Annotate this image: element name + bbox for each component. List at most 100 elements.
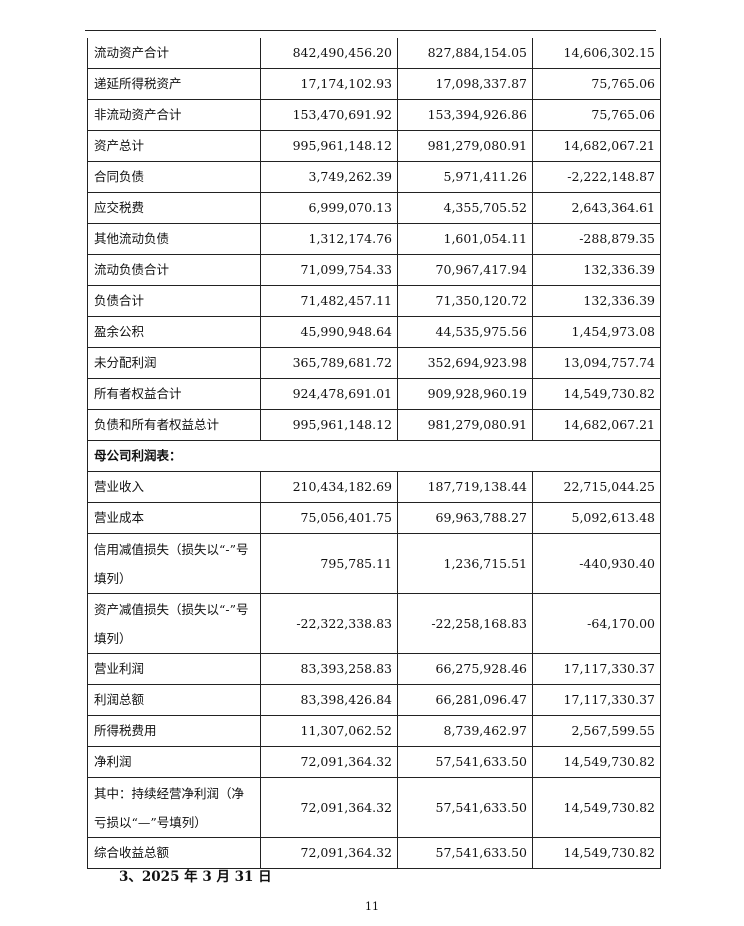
table-row: 营业成本 75,056,401.75 69,963,788.27 5,092,613.… [87,502,661,534]
financial-table: 流动资产合计 842,490,456.20 827,884,154.05 14,606… [87,38,661,869]
value-col-2: 187,719,138.44 [397,471,533,503]
row-label: 负债合计 [87,285,261,317]
value-col-2: 1,601,054.11 [397,223,533,255]
value-col-2: 66,281,096.47 [397,684,533,716]
value-col-3: 17,117,330.37 [532,653,661,685]
table-row: 所得税费用 11,307,062.52 8,739,462.97 2,567,599.… [87,715,661,747]
row-label: 流动资产合计 [87,38,261,69]
table-row: 流动负债合计 71,099,754.33 70,967,417.94 132,336.… [87,254,661,286]
value-col-2: 69,963,788.27 [397,502,533,534]
row-label: 利润总额 [87,684,261,716]
value-col-1: 45,990,948.64 [260,316,398,348]
value-col-3: 75,765.06 [532,68,661,100]
value-col-2: 71,350,120.72 [397,285,533,317]
table-row: 盈余公积 45,990,948.64 44,535,975.56 1,454,973.… [87,316,661,348]
table-row: 资产总计 995,961,148.12 981,279,080.91 14,682,0… [87,130,661,162]
row-label: 盈余公积 [87,316,261,348]
value-col-2: 70,967,417.94 [397,254,533,286]
income-section-title: 母公司利润表： [87,440,661,472]
value-col-2: 827,884,154.05 [397,38,533,69]
value-col-2: 5,971,411.26 [397,161,533,193]
row-label: 资产减值损失（损失以“-”号填列） [87,593,261,654]
row-label: 其他流动负债 [87,223,261,255]
value-col-3: 14,549,730.82 [532,777,661,838]
table-row: 综合收益总额 72,091,364.32 57,541,633.50 14,549,7… [87,837,661,869]
value-col-2: 44,535,975.56 [397,316,533,348]
balance-sheet-rows: 流动资产合计 842,490,456.20 827,884,154.05 14,606… [87,38,661,441]
value-col-1: 6,999,070.13 [260,192,398,224]
value-col-3: -288,879.35 [532,223,661,255]
table-row: 流动资产合计 842,490,456.20 827,884,154.05 14,606… [87,38,661,69]
row-label: 所得税费用 [87,715,261,747]
table-row: 递延所得税资产 17,174,102.93 17,098,337.87 75,765.… [87,68,661,100]
value-col-3: 75,765.06 [532,99,661,131]
row-label: 负债和所有者权益总计 [87,409,261,441]
value-col-1: 153,470,691.92 [260,99,398,131]
table-row: 未分配利润 365,789,681.72 352,694,923.98 13,094,… [87,347,661,379]
value-col-2: 153,394,926.86 [397,99,533,131]
row-label: 信用减值损失（损失以“-”号填列） [87,533,261,594]
value-col-2: 57,541,633.50 [397,746,533,778]
value-col-1: 72,091,364.32 [260,746,398,778]
value-col-1: 3,749,262.39 [260,161,398,193]
row-label: 非流动资产合计 [87,99,261,131]
value-col-3: 14,682,067.21 [532,130,661,162]
section-header-row: 母公司利润表： [87,440,661,472]
row-label: 资产总计 [87,130,261,162]
value-col-1: 995,961,148.12 [260,409,398,441]
value-col-2: -22,258,168.83 [397,593,533,654]
row-label: 递延所得税资产 [87,68,261,100]
row-label: 合同负债 [87,161,261,193]
value-col-3: 14,606,302.15 [532,38,661,69]
row-label: 营业利润 [87,653,261,685]
value-col-1: 365,789,681.72 [260,347,398,379]
value-col-1: 17,174,102.93 [260,68,398,100]
table-row: 其中：持续经营净利润（净亏损以“—”号填列） 72,091,364.32 57,54… [87,777,661,838]
table-row: 负债和所有者权益总计 995,961,148.12 981,279,080.91 14… [87,409,661,441]
value-col-1: 210,434,182.69 [260,471,398,503]
value-col-3: -2,222,148.87 [532,161,661,193]
row-label: 应交税费 [87,192,261,224]
value-col-3: 2,643,364.61 [532,192,661,224]
table-row: 应交税费 6,999,070.13 4,355,705.52 2,643,364.61 [87,192,661,224]
value-col-2: 8,739,462.97 [397,715,533,747]
table-row: 利润总额 83,398,426.84 66,281,096.47 17,117,330… [87,684,661,716]
header-rule [85,30,656,31]
value-col-3: 14,549,730.82 [532,746,661,778]
value-col-1: 795,785.11 [260,533,398,594]
value-col-1: 75,056,401.75 [260,502,398,534]
value-col-2: 981,279,080.91 [397,409,533,441]
row-label: 流动负债合计 [87,254,261,286]
value-col-1: 83,393,258.83 [260,653,398,685]
value-col-1: 995,961,148.12 [260,130,398,162]
value-col-1: 842,490,456.20 [260,38,398,69]
value-col-3: 17,117,330.37 [532,684,661,716]
table-row: 信用减值损失（损失以“-”号填列） 795,785.11 1,236,715.51-… [87,533,661,594]
section-subheading: 3、2025 年 3 月 31 日 [119,869,272,885]
table-row: 净利润 72,091,364.32 57,541,633.50 14,549,730.… [87,746,661,778]
value-col-1: 72,091,364.32 [260,777,398,838]
value-col-3: 14,549,730.82 [532,378,661,410]
table-row: 营业收入 210,434,182.69 187,719,138.44 22,715,0… [87,471,661,503]
table-row: 营业利润 83,393,258.83 66,275,928.46 17,117,330… [87,653,661,685]
value-col-3: -64,170.00 [532,593,661,654]
table-row: 其他流动负债 1,312,174.76 1,601,054.11 -288,879.3… [87,223,661,255]
page-number: 11 [365,900,379,913]
value-col-3: 14,549,730.82 [532,837,661,869]
value-col-3: 5,092,613.48 [532,502,661,534]
table-row: 资产减值损失（损失以“-”号填列） -22,322,338.83 -22,258,1… [87,593,661,654]
value-col-3: 13,094,757.74 [532,347,661,379]
row-label: 营业收入 [87,471,261,503]
value-col-1: 72,091,364.32 [260,837,398,869]
table-row: 所有者权益合计 924,478,691.01 909,928,960.19 14,54… [87,378,661,410]
value-col-2: 4,355,705.52 [397,192,533,224]
value-col-3: 2,567,599.55 [532,715,661,747]
row-label: 营业成本 [87,502,261,534]
value-col-2: 909,928,960.19 [397,378,533,410]
row-label: 净利润 [87,746,261,778]
value-col-3: 1,454,973.08 [532,316,661,348]
value-col-3: 132,336.39 [532,285,661,317]
value-col-2: 57,541,633.50 [397,777,533,838]
row-label: 所有者权益合计 [87,378,261,410]
row-label: 其中：持续经营净利润（净亏损以“—”号填列） [87,777,261,838]
